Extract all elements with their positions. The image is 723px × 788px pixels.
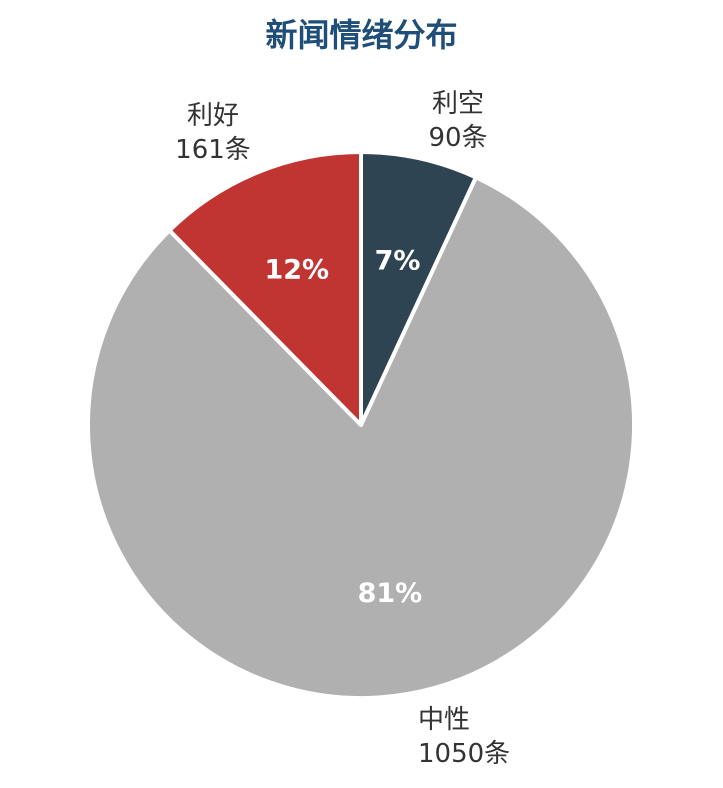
category-name: 利好 xyxy=(187,101,239,131)
category-label-1: 利空 90条 xyxy=(428,89,487,153)
chart-title: 新闻情绪分布 xyxy=(265,16,458,54)
category-label-2: 中性 1050条 xyxy=(418,705,510,769)
pie-slice-1 xyxy=(359,150,478,427)
category-name: 利空 xyxy=(432,89,484,119)
percent-labels: 7% 81% 12% xyxy=(264,246,422,609)
pie-slice-3 xyxy=(167,150,363,427)
category-value: 1050条 xyxy=(418,739,510,769)
category-value: 161条 xyxy=(175,135,251,165)
percent-label-3: 12% xyxy=(264,254,329,285)
pie-slice-2 xyxy=(86,175,636,700)
category-value: 90条 xyxy=(428,123,487,153)
category-name: 中性 xyxy=(418,705,470,735)
percent-label-2: 81% xyxy=(358,578,423,609)
pie-slices xyxy=(86,150,636,700)
category-label-3: 利好 161条 xyxy=(175,101,251,165)
percent-label-1: 7% xyxy=(375,246,421,277)
